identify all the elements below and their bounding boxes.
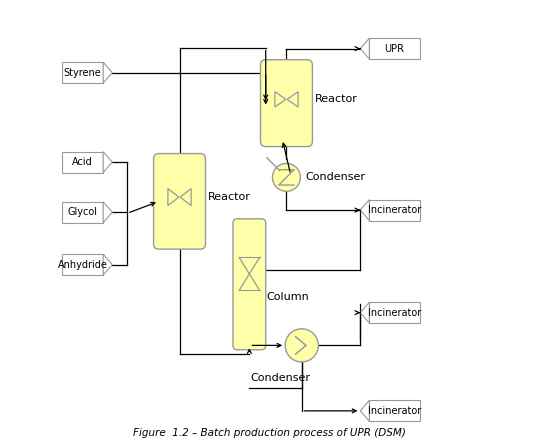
Circle shape (285, 329, 318, 362)
Polygon shape (360, 302, 370, 323)
FancyBboxPatch shape (370, 200, 420, 221)
Polygon shape (103, 152, 112, 172)
Text: Reactor: Reactor (315, 94, 358, 104)
Text: Figure  1.2 – Batch production process of UPR (DSM): Figure 1.2 – Batch production process of… (132, 427, 406, 438)
FancyBboxPatch shape (62, 254, 103, 275)
FancyBboxPatch shape (62, 152, 103, 172)
FancyBboxPatch shape (153, 153, 206, 249)
FancyBboxPatch shape (233, 219, 266, 350)
FancyBboxPatch shape (370, 302, 420, 323)
Polygon shape (360, 400, 370, 421)
Polygon shape (103, 62, 112, 83)
FancyBboxPatch shape (370, 400, 420, 421)
Text: Condenser: Condenser (251, 373, 311, 383)
Text: Glycol: Glycol (67, 207, 97, 217)
Text: Condenser: Condenser (306, 172, 366, 183)
Text: Acid: Acid (72, 157, 93, 167)
Circle shape (272, 164, 300, 191)
Polygon shape (360, 38, 370, 59)
Polygon shape (103, 202, 112, 223)
Text: Incinerator: Incinerator (368, 308, 421, 318)
Text: Incinerator: Incinerator (368, 205, 421, 215)
Text: Reactor: Reactor (208, 192, 251, 202)
FancyBboxPatch shape (62, 62, 103, 83)
FancyBboxPatch shape (260, 60, 313, 147)
Text: UPR: UPR (385, 44, 405, 53)
Polygon shape (360, 200, 370, 221)
FancyBboxPatch shape (62, 202, 103, 223)
Text: Styrene: Styrene (63, 68, 101, 78)
Text: Column: Column (267, 292, 309, 302)
Text: Anhydride: Anhydride (58, 259, 108, 270)
Polygon shape (103, 254, 112, 275)
FancyBboxPatch shape (370, 38, 420, 59)
Text: Incinerator: Incinerator (368, 406, 421, 416)
